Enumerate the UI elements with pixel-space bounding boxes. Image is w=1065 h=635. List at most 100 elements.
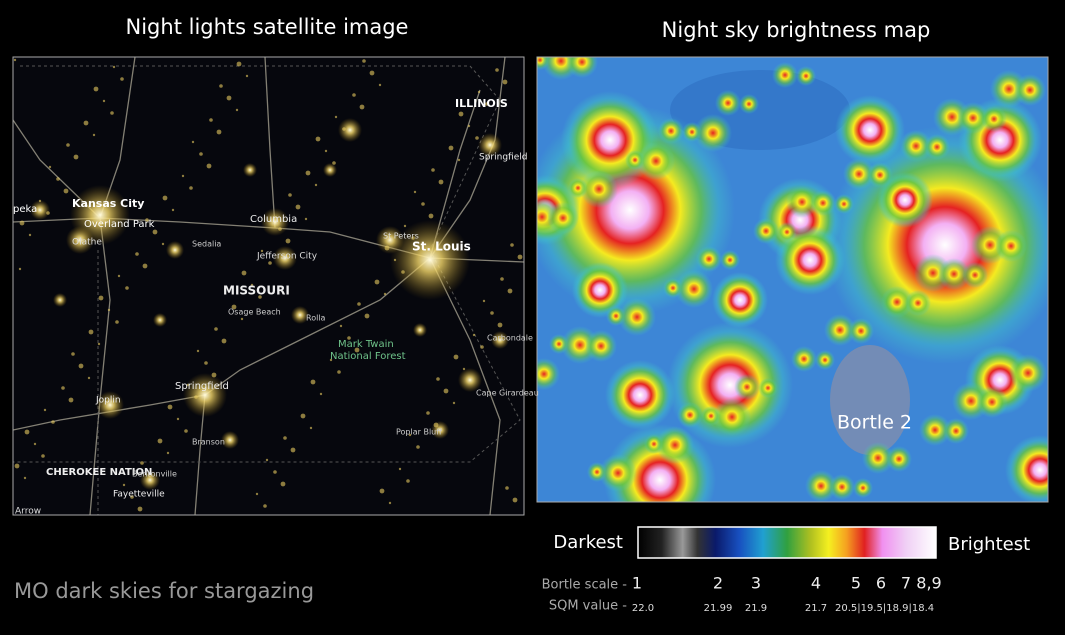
town-light <box>219 84 223 88</box>
map-label: Joplin <box>95 396 121 406</box>
town-glow <box>848 318 874 344</box>
town-light <box>443 388 449 394</box>
town-glow <box>995 230 1027 262</box>
town-light <box>33 442 37 446</box>
town-glow <box>786 186 818 218</box>
bortle-value: 4 <box>811 574 821 593</box>
town-light <box>140 461 144 465</box>
town-glow <box>853 478 873 498</box>
town-light <box>88 329 94 335</box>
map-label: St. Louis <box>412 240 471 254</box>
town-light <box>142 263 148 269</box>
town-light <box>125 286 129 290</box>
town-glow <box>815 350 835 370</box>
town-light <box>332 161 336 165</box>
town-light <box>495 68 499 72</box>
town-light <box>426 411 430 415</box>
town-light <box>24 429 30 435</box>
town-glow <box>867 162 893 188</box>
bortle-value: 8,9 <box>916 574 941 593</box>
town-light <box>189 186 193 190</box>
town-light <box>14 463 20 469</box>
town-light <box>171 208 175 212</box>
map-label: ILLINOIS <box>455 97 508 110</box>
town-light <box>315 136 321 142</box>
town-glow <box>796 66 816 86</box>
town-light <box>206 163 212 169</box>
city-lights <box>153 313 167 327</box>
city-lights <box>96 391 124 419</box>
town-light <box>475 136 479 140</box>
city-lights <box>458 368 482 392</box>
town-glow <box>618 298 656 336</box>
town-light <box>507 288 513 294</box>
city-lights <box>478 133 502 157</box>
town-light <box>13 58 17 62</box>
town-glow <box>777 222 797 242</box>
town-light <box>462 367 466 371</box>
town-light <box>304 217 308 221</box>
town-light <box>347 336 351 340</box>
town-light <box>453 354 459 360</box>
town-glow <box>919 414 951 446</box>
town-light <box>265 458 269 462</box>
town-light <box>334 115 338 119</box>
town-light <box>290 447 296 453</box>
map-label: Cape Girardeau <box>476 389 539 398</box>
town-glow <box>677 402 703 428</box>
legend-left-label: Darkest <box>553 532 623 553</box>
town-light <box>319 392 323 396</box>
map-label: CHEROKEE NATION <box>46 467 152 478</box>
town-light <box>278 227 282 231</box>
town-light <box>452 401 456 405</box>
town-light <box>63 188 69 194</box>
town-light <box>280 481 286 487</box>
town-light <box>383 292 387 296</box>
town-light <box>214 327 218 331</box>
bortle-value: 6 <box>876 574 886 593</box>
town-glow <box>981 106 1007 132</box>
town-glow <box>791 346 817 372</box>
town-glow <box>713 398 751 436</box>
town-light <box>337 370 341 374</box>
sky-glow <box>572 262 628 318</box>
town-light <box>211 372 217 378</box>
town-light <box>107 308 111 312</box>
town-light <box>191 140 195 144</box>
town-light <box>485 102 489 106</box>
map-label: Overland Park <box>84 219 155 230</box>
town-light <box>147 472 153 478</box>
sqm-value: 22.0 <box>632 603 654 614</box>
town-light <box>98 295 104 301</box>
town-light <box>263 504 267 508</box>
town-light <box>359 104 365 110</box>
town-light <box>354 347 360 353</box>
town-light <box>204 361 208 365</box>
town-glow <box>720 250 740 270</box>
town-glow <box>1009 354 1047 392</box>
town-light <box>342 127 346 131</box>
town-light <box>221 338 227 344</box>
map-label: Springfield <box>175 381 229 392</box>
sky-glow <box>712 272 768 328</box>
town-light <box>305 170 311 176</box>
town-light <box>393 258 397 262</box>
town-light <box>71 352 75 356</box>
town-glow <box>566 57 598 78</box>
town-glow <box>957 102 989 134</box>
town-glow <box>886 446 912 472</box>
town-glow <box>547 202 579 234</box>
town-glow <box>675 270 713 308</box>
bortle-label: Bortle scale - <box>542 578 628 593</box>
town-light <box>61 386 65 390</box>
town-light <box>226 95 232 101</box>
bortle-value: 7 <box>901 574 911 593</box>
city-lights <box>140 470 160 490</box>
town-light <box>231 304 237 310</box>
bortle-value: 1 <box>632 574 642 593</box>
town-light <box>283 436 287 440</box>
map-label: Olathe <box>72 238 102 248</box>
town-light <box>295 204 301 210</box>
town-light <box>241 270 247 276</box>
town-light <box>236 61 242 67</box>
